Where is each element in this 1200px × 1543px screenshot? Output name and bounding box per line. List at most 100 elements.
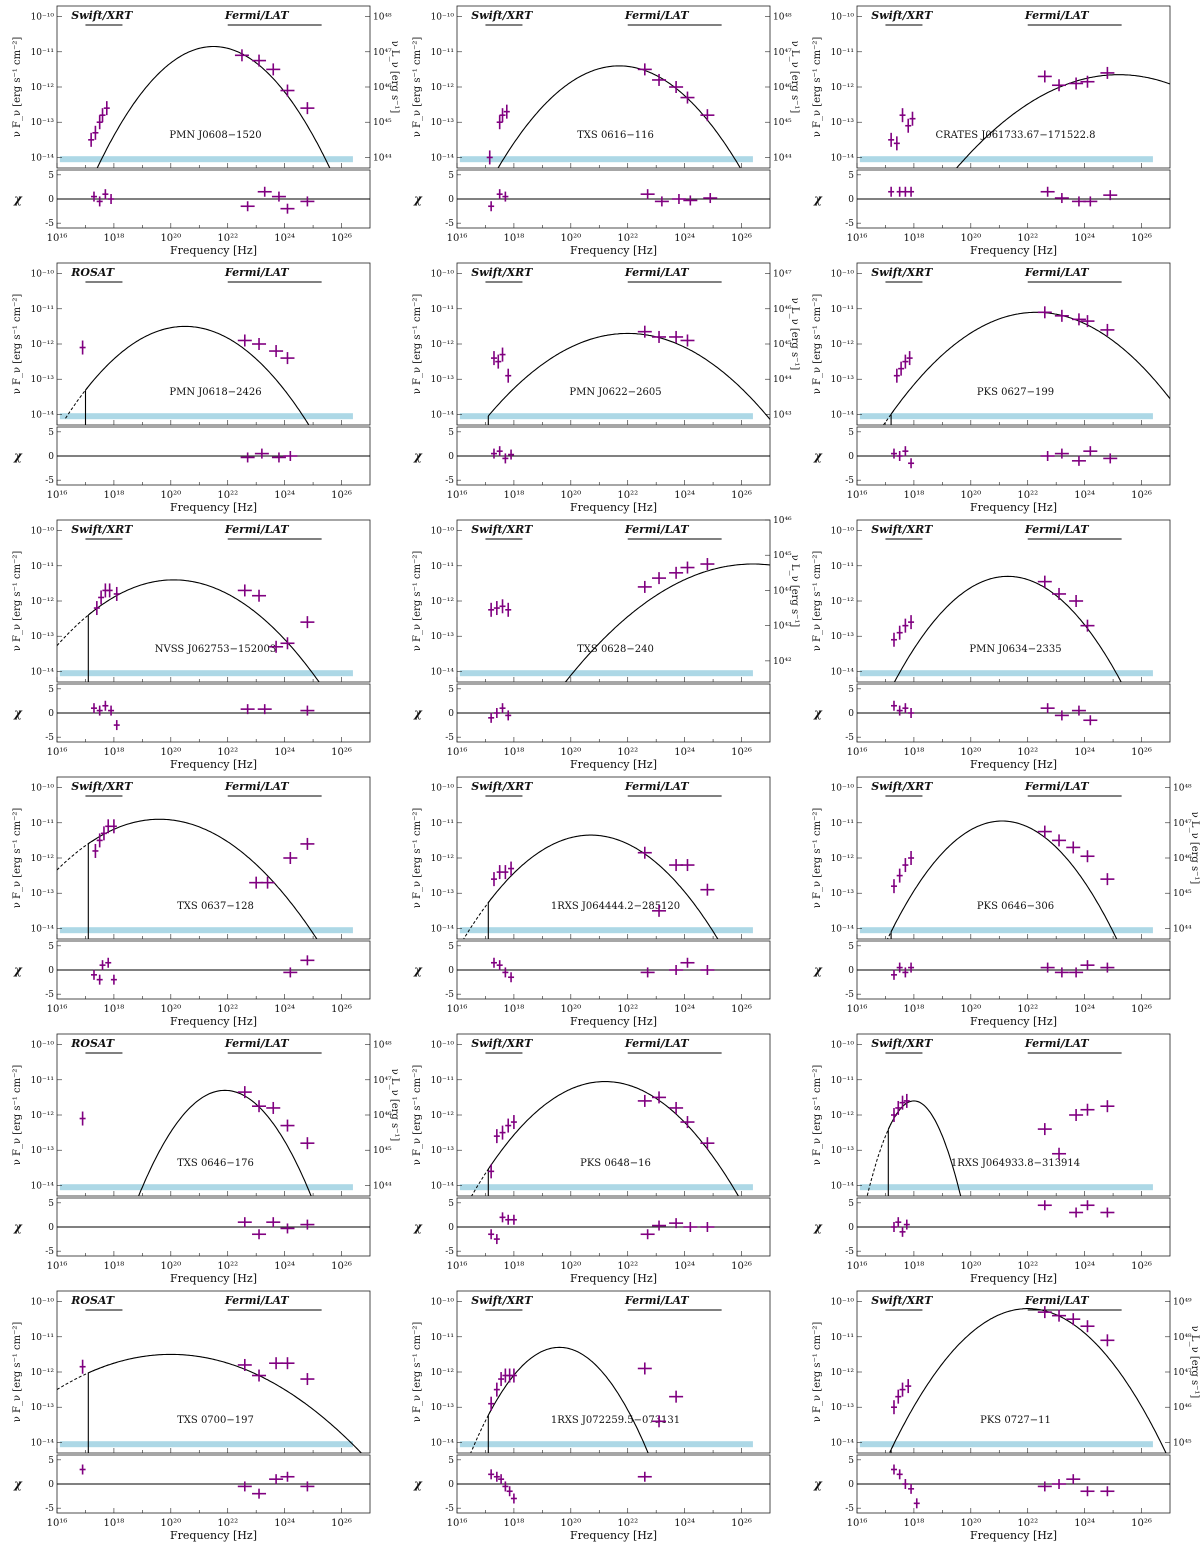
instrument-label-gamma: Fermi/LAT xyxy=(624,266,690,279)
x-tick-label: 10²² xyxy=(217,1261,238,1272)
sed-chart: 10¹⁶ 10¹⁸ 10²⁰ 10²² 10²⁴ 10²⁶ Frequency [Hz] 10… xyxy=(12,1290,371,1542)
x-tick-label: 10²² xyxy=(217,1004,238,1015)
y-tick-label: 10⁻¹² xyxy=(831,83,855,93)
y-axis-label: ν F_ν [erg s⁻¹ cm⁻²] xyxy=(412,551,423,652)
y-tick-label: 10⁻¹⁰ xyxy=(31,1041,55,1051)
y-tick-label: 10⁻¹³ xyxy=(831,118,855,128)
sed-panel: 10¹⁶ 10¹⁸ 10²⁰ 10²² 10²⁴ 10²⁶ Frequency [Hz] 10… xyxy=(400,0,800,257)
x-tick-label: 10²⁶ xyxy=(331,490,352,501)
sed-panel: 10¹⁶ 10¹⁸ 10²⁰ 10²² 10²⁴ 10²⁶ Frequency [Hz] 10… xyxy=(800,0,1200,257)
instrument-label-gamma: Fermi/LAT xyxy=(1024,780,1090,793)
y-axis-label: ν F_ν [erg s⁻¹ cm⁻²] xyxy=(12,551,23,652)
sensitivity-band xyxy=(459,1184,753,1191)
y-axis-label: ν F_ν [erg s⁻¹ cm⁻²] xyxy=(812,808,823,909)
y-tick-label: 10⁻¹¹ xyxy=(431,1333,454,1343)
res-tick-label: -5 xyxy=(845,733,854,743)
x-axis-label: Frequency [Hz] xyxy=(170,1015,257,1028)
sed-panel: 10¹⁶ 10¹⁸ 10²⁰ 10²² 10²⁴ 10²⁶ Frequency [Hz] 10… xyxy=(0,0,400,257)
source-name: NVSS J062753−152003 xyxy=(155,644,276,655)
sed-panel: 10¹⁶ 10¹⁸ 10²⁰ 10²² 10²⁴ 10²⁶ Frequency [Hz] 10… xyxy=(0,257,400,514)
main-plot-frame xyxy=(856,1033,1171,1197)
y-tick-label: 10⁻¹² xyxy=(831,1111,855,1121)
y-tick-label: 10⁻¹³ xyxy=(431,889,455,899)
y-tick-label: 10⁻¹⁰ xyxy=(31,13,55,23)
instrument-label-xray: ROSAT xyxy=(70,266,115,279)
model-curve xyxy=(85,325,310,425)
sed-chart: 10¹⁶ 10¹⁸ 10²⁰ 10²² 10²⁴ 10²⁶ Frequency [Hz] 10… xyxy=(412,1290,771,1542)
source-name: PKS 0627−199 xyxy=(977,387,1054,398)
instrument-label-xray: Swift/XRT xyxy=(71,780,133,793)
x-axis-label: Frequency [Hz] xyxy=(970,501,1057,514)
y-axis-label: ν F_ν [erg s⁻¹ cm⁻²] xyxy=(812,1065,823,1166)
right-axis-label: ν L_ν [erg s⁻¹] xyxy=(789,298,800,371)
x-tick-label: 10¹⁸ xyxy=(104,1261,125,1272)
x-axis-label: Frequency [Hz] xyxy=(170,1272,257,1285)
main-plot-frame xyxy=(56,262,371,426)
y-tick-label: 10⁻¹⁴ xyxy=(431,924,455,934)
main-plot-frame xyxy=(856,519,1171,683)
sensitivity-band xyxy=(459,156,753,163)
y-tick-label: 10⁻¹⁰ xyxy=(431,1041,455,1051)
x-tick-label: 10²⁶ xyxy=(1131,233,1152,244)
main-plot-frame xyxy=(456,519,771,683)
x-tick-label: 10¹⁸ xyxy=(504,233,525,244)
res-tick-label: -5 xyxy=(45,733,54,743)
model-curve xyxy=(893,575,1122,682)
res-tick-label: 5 xyxy=(448,171,454,181)
y-tick-label: 10⁻¹² xyxy=(431,1111,455,1121)
x-tick-label: 10²² xyxy=(1017,490,1038,501)
sed-panel: 10¹⁶ 10¹⁸ 10²⁰ 10²² 10²⁴ 10²⁶ Frequency [Hz] 10… xyxy=(800,771,1200,1028)
x-tick-label: 10²⁰ xyxy=(960,1261,981,1272)
source-name: 1RXS J064933.8−313914 xyxy=(951,1158,1080,1169)
x-axis-label: Frequency [Hz] xyxy=(570,758,657,771)
residual-axis-label: χ xyxy=(813,449,823,463)
x-axis-label: Frequency [Hz] xyxy=(570,244,657,257)
model-unabsorbed-dashed xyxy=(65,386,89,419)
x-tick-label: 10¹⁶ xyxy=(847,233,868,244)
model-curve xyxy=(887,1100,962,1196)
x-tick-label: 10²² xyxy=(617,747,638,758)
model-curve xyxy=(497,65,741,168)
sensitivity-band xyxy=(59,670,353,677)
instrument-label-gamma: Fermi/LAT xyxy=(624,780,690,793)
instrument-label-gamma: Fermi/LAT xyxy=(224,1294,290,1307)
instrument-label-xray: Swift/XRT xyxy=(871,1037,933,1050)
residual-axis-label: χ xyxy=(413,1477,423,1491)
res-tick-label: 0 xyxy=(848,1480,854,1490)
model-curve xyxy=(890,820,1118,939)
x-tick-label: 10²⁰ xyxy=(160,1004,181,1015)
y-tick-label: 10⁻¹¹ xyxy=(431,1076,454,1086)
res-tick-label: -5 xyxy=(445,1504,454,1514)
sensitivity-band xyxy=(459,670,753,677)
x-tick-label: 10²⁴ xyxy=(1074,1518,1095,1529)
main-plot-frame xyxy=(56,1033,371,1197)
x-tick-label: 10²⁶ xyxy=(731,1004,752,1015)
res-tick-label: -5 xyxy=(845,1504,854,1514)
sensitivity-band xyxy=(59,156,353,163)
instrument-label-gamma: Fermi/LAT xyxy=(1024,1294,1090,1307)
res-tick-label: 5 xyxy=(448,1199,454,1209)
sed-panel: 10¹⁶ 10¹⁸ 10²⁰ 10²² 10²⁴ 10²⁶ Frequency [Hz] 10… xyxy=(0,1285,400,1542)
residual-axis-label: χ xyxy=(813,1220,823,1234)
sed-panel: 10¹⁶ 10¹⁸ 10²⁰ 10²² 10²⁴ 10²⁶ Frequency [Hz] 10… xyxy=(400,257,800,514)
x-tick-label: 10¹⁶ xyxy=(47,1518,68,1529)
x-tick-label: 10¹⁶ xyxy=(847,490,868,501)
x-tick-label: 10²² xyxy=(217,490,238,501)
x-axis-label: Frequency [Hz] xyxy=(170,1529,257,1542)
y-tick-label: 10⁻¹² xyxy=(31,83,55,93)
x-tick-label: 10²⁰ xyxy=(160,747,181,758)
instrument-label-gamma: Fermi/LAT xyxy=(1024,523,1090,536)
sensitivity-band xyxy=(859,927,1153,934)
residual-axis-label: χ xyxy=(813,963,823,977)
y-tick-label: 10⁻¹⁰ xyxy=(31,784,55,794)
instrument-label-xray: Swift/XRT xyxy=(471,266,533,279)
y-tick-label: 10⁻¹¹ xyxy=(431,48,454,58)
instrument-label-xray: ROSAT xyxy=(70,1294,115,1307)
main-plot-frame xyxy=(856,5,1171,169)
y-tick-label: 10⁻¹¹ xyxy=(431,305,454,315)
x-tick-label: 10²⁶ xyxy=(731,1261,752,1272)
y-tick-label: 10⁻¹⁰ xyxy=(831,784,855,794)
x-tick-label: 10²⁰ xyxy=(560,490,581,501)
right-tick-label: 10⁴⁷ xyxy=(373,1076,392,1086)
right-tick-label: 10⁴⁶ xyxy=(1173,1403,1192,1413)
